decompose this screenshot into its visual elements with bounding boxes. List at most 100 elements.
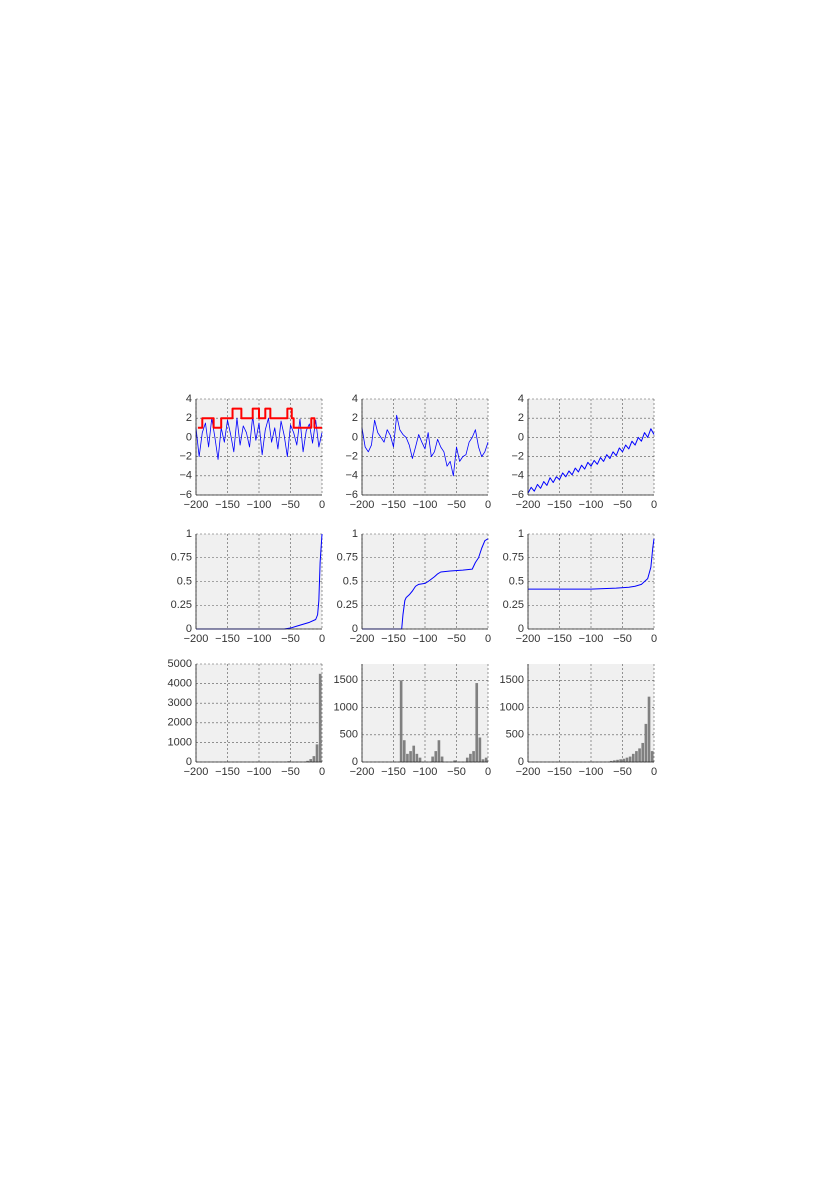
histogram-bar (635, 751, 638, 762)
histogram-bar (481, 759, 485, 762)
y-tick-label: −4 (511, 470, 524, 482)
y-tick-label: 2 (352, 412, 358, 424)
x-tick-label: −200 (350, 499, 375, 511)
histogram-bar (631, 753, 635, 762)
y-tick-label: 0 (186, 623, 192, 635)
x-tick-label: −150 (381, 633, 406, 645)
histogram-bar (312, 756, 316, 762)
histogram-bar (453, 760, 456, 762)
x-tick-label: −100 (247, 633, 272, 645)
y-tick-label: 0 (518, 623, 524, 635)
y-tick-label: 4 (352, 393, 358, 405)
y-tick-label: 4 (518, 393, 524, 405)
histogram-bar (616, 759, 619, 762)
histogram-bar (650, 751, 654, 762)
histogram-bar (484, 757, 488, 762)
x-tick-label: −150 (215, 633, 240, 645)
y-tick-label: 0.5 (177, 575, 192, 587)
y-tick-label: 2000 (168, 717, 192, 729)
y-tick-label: 0.75 (171, 552, 192, 564)
histogram-bar (440, 756, 444, 762)
histogram-bar (472, 751, 475, 762)
y-tick-label: −6 (179, 489, 192, 501)
y-tick-label: 3000 (168, 697, 192, 709)
y-tick-label: −6 (511, 489, 524, 501)
data-line (196, 533, 323, 630)
x-tick-label: 0 (485, 766, 491, 778)
x-tick-label: 0 (319, 633, 325, 645)
x-tick-label: −100 (413, 499, 438, 511)
y-tick-label: 1000 (334, 701, 358, 713)
histogram-bar (437, 740, 441, 762)
x-tick-label: −50 (281, 766, 300, 778)
x-tick-label: −100 (579, 633, 604, 645)
y-tick-label: 1000 (500, 701, 524, 713)
x-tick-label: −50 (281, 633, 300, 645)
histogram-bar (644, 723, 648, 762)
x-tick-label: −50 (447, 766, 466, 778)
x-tick-label: −200 (184, 633, 209, 645)
histogram-bar (609, 760, 613, 762)
data-line (528, 538, 655, 590)
histogram-bar (431, 756, 434, 762)
histogram-bar (406, 753, 409, 762)
x-tick-label: −200 (350, 766, 375, 778)
histogram-bar (412, 745, 416, 762)
y-tick-label: 2 (518, 412, 524, 424)
histogram-bar (641, 742, 645, 762)
x-tick-label: 0 (319, 766, 325, 778)
y-tick-label: −2 (345, 451, 358, 463)
y-tick-label: 1 (352, 528, 358, 540)
y-tick-label: −2 (511, 451, 524, 463)
y-tick-label: 0.25 (171, 599, 192, 611)
y-tick-label: 0 (518, 756, 524, 768)
x-tick-label: −100 (247, 766, 272, 778)
x-tick-label: −150 (381, 766, 406, 778)
data-line (527, 428, 655, 494)
y-tick-label: 0.5 (343, 575, 358, 587)
x-tick-label: −150 (215, 766, 240, 778)
x-tick-label: −200 (184, 766, 209, 778)
x-tick-label: −100 (579, 766, 604, 778)
y-tick-label: 0.5 (509, 575, 524, 587)
x-tick-label: −200 (516, 499, 541, 511)
histogram-bar (622, 758, 626, 762)
y-tick-label: 2 (186, 412, 192, 424)
y-tick-label: 5000 (168, 658, 192, 670)
x-tick-label: −150 (547, 766, 572, 778)
y-tick-label: 4 (186, 393, 192, 405)
histogram-bar (465, 757, 469, 762)
x-tick-label: −100 (413, 766, 438, 778)
x-tick-label: 0 (651, 499, 657, 511)
x-tick-label: 0 (485, 499, 491, 511)
histogram-bar (647, 696, 651, 762)
y-tick-label: 1000 (168, 736, 192, 748)
y-tick-label: 4000 (168, 678, 192, 690)
y-tick-label: 0.75 (337, 552, 358, 564)
y-tick-label: 0 (352, 756, 358, 768)
x-tick-label: −50 (447, 499, 466, 511)
y-tick-label: −4 (345, 470, 358, 482)
histogram-bar (402, 740, 406, 762)
y-tick-label: 0 (352, 431, 358, 443)
x-tick-label: −200 (184, 499, 209, 511)
y-tick-label: 0.25 (503, 599, 524, 611)
x-tick-label: −50 (281, 499, 300, 511)
histogram-bar (415, 753, 419, 762)
y-tick-label: −4 (179, 470, 192, 482)
x-tick-label: −50 (447, 633, 466, 645)
data-line (361, 414, 489, 477)
y-tick-label: 0 (186, 756, 192, 768)
x-tick-label: 0 (651, 766, 657, 778)
y-tick-label: 1 (518, 528, 524, 540)
data-line (195, 415, 323, 460)
y-tick-label: 500 (506, 729, 524, 741)
histogram-bar (625, 757, 629, 762)
histogram-bar (478, 737, 482, 762)
y-tick-label: 1 (186, 528, 192, 540)
y-tick-label: 0.75 (503, 552, 524, 564)
y-tick-label: 0 (352, 623, 358, 635)
x-tick-label: −50 (613, 766, 632, 778)
histogram-bar (315, 744, 319, 762)
